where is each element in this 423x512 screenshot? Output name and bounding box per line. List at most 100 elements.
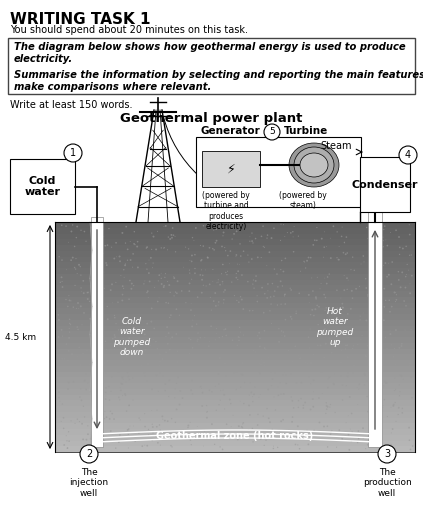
Point <box>384 345 390 353</box>
Bar <box>55 273 415 280</box>
Point <box>390 353 397 361</box>
Point <box>61 355 68 363</box>
Point <box>376 403 383 411</box>
Point <box>213 406 220 414</box>
Point <box>239 359 246 367</box>
Point <box>369 394 376 402</box>
Point <box>387 403 394 411</box>
Point <box>56 394 63 402</box>
Point <box>144 442 151 450</box>
Point <box>200 242 207 250</box>
Point <box>399 404 406 413</box>
Point <box>159 372 166 380</box>
Point <box>384 242 391 250</box>
Point <box>310 395 316 403</box>
Point <box>323 364 330 372</box>
Point <box>370 238 376 246</box>
Point <box>153 245 159 253</box>
Point <box>368 362 375 371</box>
Point <box>151 324 157 332</box>
Point <box>188 386 195 394</box>
Point <box>195 341 202 349</box>
Point <box>244 251 251 259</box>
Point <box>55 311 62 319</box>
Point <box>349 366 356 374</box>
Point <box>246 307 253 315</box>
Point <box>154 227 161 236</box>
Point <box>84 441 91 450</box>
Point <box>337 337 344 346</box>
Point <box>349 253 356 261</box>
Point <box>122 391 129 399</box>
Bar <box>360 157 410 212</box>
Point <box>167 235 173 243</box>
Point <box>111 311 118 319</box>
Point <box>217 281 223 289</box>
Point <box>405 266 412 274</box>
Point <box>406 361 413 370</box>
Point <box>363 284 370 292</box>
Point <box>407 289 414 297</box>
Point <box>296 289 302 297</box>
Point <box>406 251 413 260</box>
Point <box>276 338 283 346</box>
Point <box>214 278 221 286</box>
Point <box>108 243 115 251</box>
Point <box>234 341 241 349</box>
Point <box>330 222 337 230</box>
Point <box>364 392 371 400</box>
Point <box>174 347 181 355</box>
Point <box>386 296 393 304</box>
Point <box>357 312 363 320</box>
Point <box>194 422 201 431</box>
Point <box>315 321 321 329</box>
Point <box>163 348 170 356</box>
Point <box>207 359 214 367</box>
Point <box>302 359 309 367</box>
Point <box>325 321 332 329</box>
Point <box>336 426 343 434</box>
Point <box>93 223 100 231</box>
Point <box>68 417 74 425</box>
Point <box>249 229 255 237</box>
Point <box>217 396 224 404</box>
Point <box>197 271 203 279</box>
Point <box>209 278 216 286</box>
Point <box>263 345 269 353</box>
Point <box>260 222 266 230</box>
Point <box>304 426 310 434</box>
Point <box>157 369 164 377</box>
Point <box>119 290 126 298</box>
Point <box>288 393 295 401</box>
Point <box>271 265 278 273</box>
Bar <box>55 359 415 366</box>
Circle shape <box>264 124 280 140</box>
Point <box>321 325 328 333</box>
Point <box>370 364 377 372</box>
Point <box>137 416 143 424</box>
Point <box>89 260 96 268</box>
Point <box>298 379 305 387</box>
Point <box>96 395 103 403</box>
Point <box>141 369 148 377</box>
Point <box>162 332 169 340</box>
Point <box>61 441 68 449</box>
Point <box>134 243 140 251</box>
Point <box>96 225 102 233</box>
Point <box>221 405 228 413</box>
Point <box>162 269 169 278</box>
Point <box>382 236 389 244</box>
Point <box>249 237 255 245</box>
Point <box>220 386 226 394</box>
Point <box>332 409 338 417</box>
Point <box>118 379 125 388</box>
Point <box>217 354 223 362</box>
Point <box>188 275 195 283</box>
Point <box>187 418 194 426</box>
Point <box>74 323 81 331</box>
Point <box>317 285 324 293</box>
Point <box>379 358 386 366</box>
Point <box>176 400 183 409</box>
Point <box>220 288 227 296</box>
Point <box>348 266 354 274</box>
